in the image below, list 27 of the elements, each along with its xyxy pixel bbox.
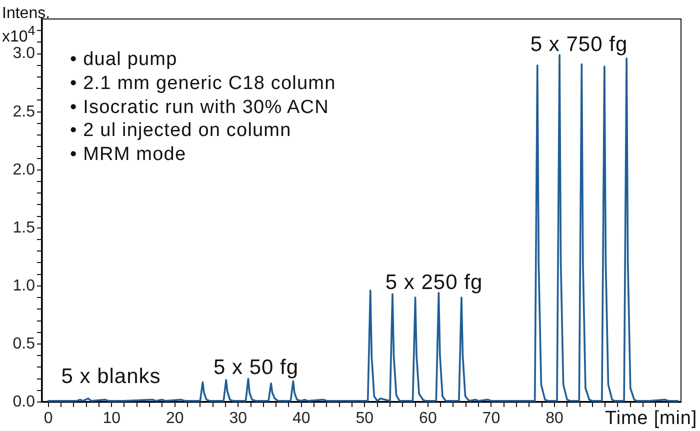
annotation: 5 x 750 fg xyxy=(530,33,628,57)
annotation: • 2.1 mm generic C18 column xyxy=(70,72,336,96)
y-tick-label: 2.0 xyxy=(12,161,36,178)
x-tick-label: 60 xyxy=(419,410,437,428)
x-tick-label: 0 xyxy=(44,410,53,428)
annotation: • MRM mode xyxy=(70,143,186,167)
annotation: 5 x 250 fg xyxy=(385,271,483,295)
x-tick-label: 80 xyxy=(546,410,564,428)
x-tick-label: 40 xyxy=(292,410,310,428)
annotation: 5 x 50 fg xyxy=(213,356,299,380)
x-axis-title: Time [min] xyxy=(605,408,697,429)
x-tick-label: 70 xyxy=(482,410,500,428)
x-tick-label: 10 xyxy=(102,410,121,428)
y-tick-label: 1.0 xyxy=(12,277,36,294)
y-tick-label: 2.5 xyxy=(12,103,36,120)
y-axis-title: Intens. x10$^{4}$ xyxy=(2,5,52,46)
y-tick-label: 3.0 xyxy=(12,45,36,62)
annotation: • Isocratic run with 30% ACN xyxy=(70,96,329,120)
annotation: • 2 ul injected on column xyxy=(70,119,292,143)
x-tick-label: 30 xyxy=(229,410,248,428)
x-tick-label: 50 xyxy=(356,410,374,428)
x-tick-label: 20 xyxy=(166,410,184,428)
annotation: • dual pump xyxy=(70,48,178,72)
y-tick-label: 0.0 xyxy=(12,393,36,410)
y-tick-label: 1.5 xyxy=(12,219,36,236)
annotation: 5 x blanks xyxy=(61,365,161,389)
y-tick-label: 0.5 xyxy=(12,335,36,352)
